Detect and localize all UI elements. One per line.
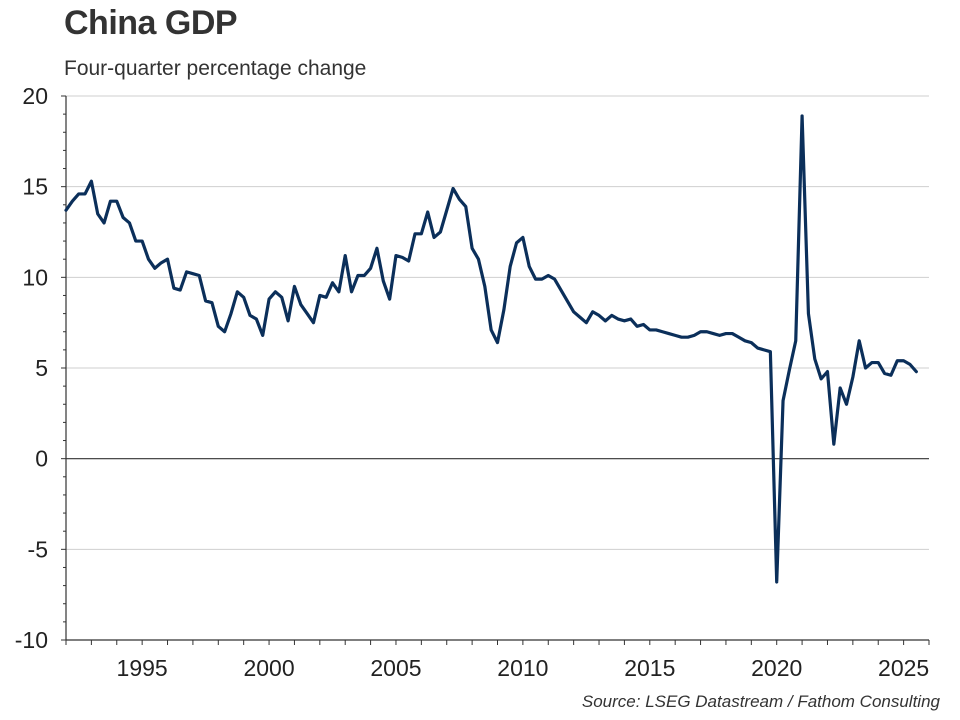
x-tick-label: 2005 — [370, 655, 421, 681]
y-tick-label: 5 — [35, 355, 48, 381]
y-tick-label: 15 — [22, 174, 48, 200]
series-layer — [64, 114, 918, 584]
series-line-gdp-growth — [64, 114, 918, 584]
y-tick-label: 0 — [35, 446, 48, 472]
axes — [61, 95, 930, 645]
chart-subtitle: Four-quarter percentage change — [64, 57, 367, 80]
y-tick-label: 10 — [22, 264, 48, 290]
x-tick-label: 2010 — [497, 655, 548, 681]
x-tick-label: 1995 — [117, 655, 168, 681]
x-tick-label: 2025 — [878, 655, 929, 681]
gridlines — [66, 95, 929, 550]
chart-title: China GDP — [64, 4, 238, 42]
y-tick-label: 20 — [22, 83, 48, 109]
x-tick-label: 2020 — [751, 655, 802, 681]
y-tick-label: -10 — [15, 627, 48, 653]
x-tick-label: 2000 — [243, 655, 294, 681]
source-note: Source: LSEG Datastream / Fathom Consult… — [581, 692, 940, 711]
y-tick-label: -5 — [28, 536, 48, 562]
x-tick-label: 2015 — [624, 655, 675, 681]
